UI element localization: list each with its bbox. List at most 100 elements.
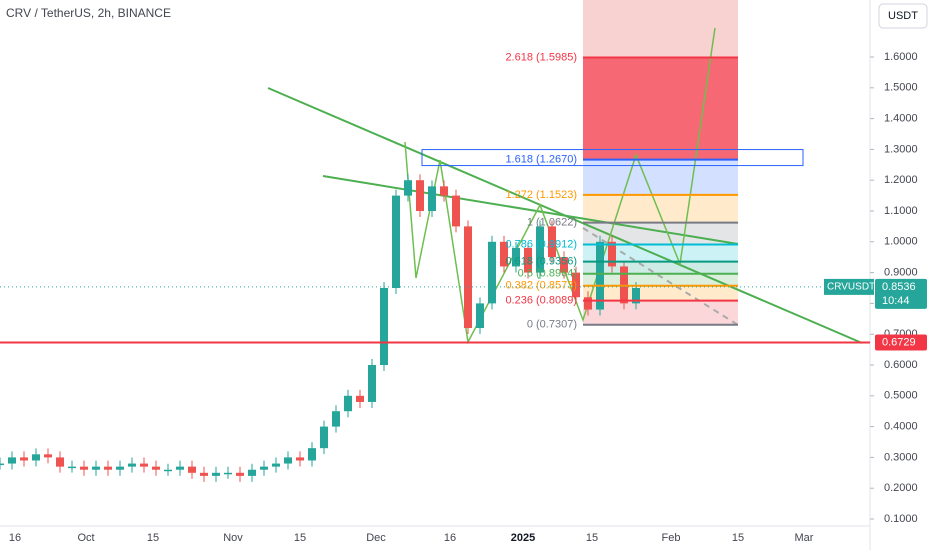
y-tick-label: 1.5000: [884, 82, 918, 94]
candle: [512, 247, 520, 267]
y-tick-label: 1.4000: [884, 113, 918, 125]
candle: [320, 426, 328, 449]
candle: [164, 469, 172, 472]
currency-label[interactable]: USDT: [888, 10, 918, 22]
x-tick-label: 15: [586, 532, 598, 544]
candle: [404, 180, 412, 196]
candle: [344, 395, 352, 412]
candle: [32, 454, 40, 461]
fib-zone: [583, 300, 738, 325]
candle: [356, 395, 364, 402]
candle: [128, 463, 136, 467]
fib-label: 1.272 (1.1523): [505, 189, 577, 201]
x-tick-label: 16: [9, 532, 21, 544]
fib-label: 0.236 (0.8089): [505, 295, 577, 307]
candle: [440, 186, 448, 196]
candle: [92, 466, 100, 470]
fib-zone: [583, 285, 738, 301]
candle: [488, 241, 496, 304]
candle: [20, 457, 28, 461]
fib-label: 0.5 (0.8964): [518, 268, 577, 280]
trend-line: [322, 175, 739, 245]
fib-label: 0.618 (0.9356): [505, 256, 577, 268]
x-tick-label: Feb: [662, 532, 681, 544]
candle: [236, 472, 244, 476]
y-tick-label: 0.1000: [884, 513, 918, 525]
candle: [44, 454, 52, 458]
candle: [572, 272, 580, 298]
fib-zone: [583, 159, 738, 195]
symbol-tag: [824, 278, 874, 295]
y-tick-label: 1.1000: [884, 205, 918, 217]
x-tick-label: 16: [444, 532, 456, 544]
price-axis: 0.10000.20000.30000.40000.50000.60000.70…: [870, 51, 918, 525]
x-tick-label: Oct: [77, 532, 94, 544]
fib-label: 0.382 (0.8573): [505, 280, 577, 292]
fib-label: 1 (1.0622): [527, 217, 577, 229]
candle: [392, 195, 400, 288]
last-price-label: 0.8536: [882, 281, 916, 293]
candle: [200, 472, 208, 476]
currency-button[interactable]: [878, 3, 928, 29]
x-tick-label: 15: [147, 532, 159, 544]
candle: [272, 463, 280, 467]
fib-zone: [583, 57, 738, 160]
symbol-label: CRVUSDT: [827, 282, 875, 293]
y-tick-label: 1.2000: [884, 174, 918, 186]
candle: [116, 466, 124, 470]
x-tick-label: Nov: [223, 532, 243, 544]
y-tick-label: 1.3000: [884, 143, 918, 155]
candle: [452, 195, 460, 227]
fib-label: 2.618 (1.5985): [505, 51, 577, 63]
candle: [0, 463, 4, 466]
candle: [524, 247, 532, 273]
candle: [248, 469, 256, 476]
fib-label: 1.618 (1.2670): [505, 153, 577, 165]
candle: [476, 303, 484, 329]
candle: [428, 186, 436, 211]
candle: [332, 411, 340, 427]
fib-zone: [583, 194, 738, 223]
candle: [176, 466, 184, 470]
candle: [416, 180, 424, 211]
candle: [8, 457, 16, 464]
candle: [104, 466, 112, 470]
y-tick-label: 0.4000: [884, 421, 918, 433]
x-tick-label: Dec: [366, 532, 386, 544]
candle: [260, 466, 268, 470]
x-tick-label: 2025: [511, 532, 535, 544]
candle: [548, 226, 556, 258]
candle: [464, 226, 472, 329]
drawings: [267, 27, 863, 345]
candle: [380, 288, 388, 365]
candle: [536, 226, 544, 273]
candle: [152, 466, 160, 470]
x-tick-label: 15: [732, 532, 744, 544]
candle: [68, 466, 76, 469]
target-box: [421, 149, 804, 167]
candle: [308, 448, 316, 461]
candle: [212, 472, 220, 476]
fib-zone: [583, 244, 738, 262]
fib-label: 0 (0.7307): [527, 319, 577, 331]
candle: [224, 472, 232, 475]
candle: [188, 466, 196, 473]
y-tick-label: 0.5000: [884, 390, 918, 402]
candle: [608, 241, 616, 267]
candle: [500, 241, 508, 267]
support-label: 0.6729: [882, 336, 916, 348]
candle: [560, 257, 568, 273]
candle: [296, 457, 304, 461]
wave-path: [404, 27, 716, 345]
candle: [596, 241, 604, 310]
y-tick-label: 0.6000: [884, 359, 918, 371]
price-tag: [875, 278, 927, 309]
countdown: 10:44: [882, 295, 910, 307]
fib-label: 0.786 (0.9912): [505, 238, 577, 250]
y-tick-label: 1.6000: [884, 51, 918, 63]
price-tag: [875, 334, 927, 351]
candle: [368, 365, 376, 402]
y-tick-label: 1.0000: [884, 236, 918, 248]
projection: [582, 227, 739, 326]
fib-levels: 0 (0.7307)0.236 (0.8089)0.382 (0.8573)0.…: [421, 51, 804, 331]
